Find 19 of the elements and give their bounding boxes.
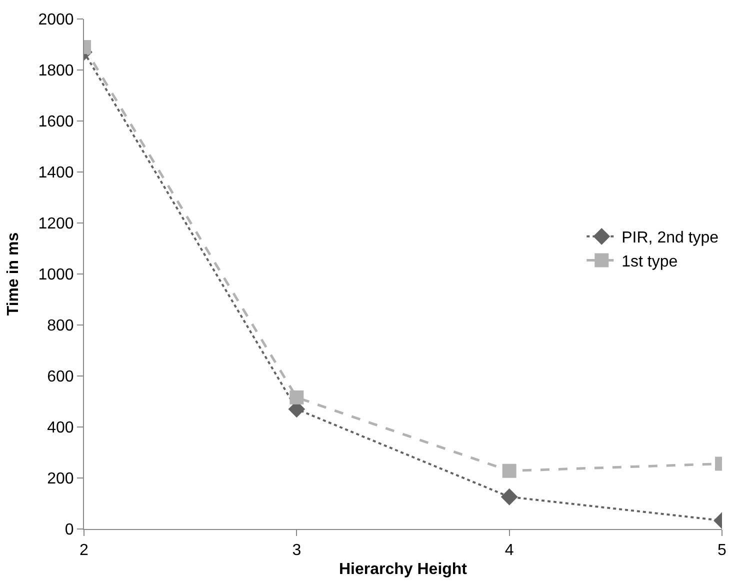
y-axis-title: Time in ms [5, 232, 22, 316]
y-tick-label: 0 [64, 522, 74, 539]
x-tick-label: 3 [292, 542, 302, 560]
y-tick-label: 1200 [38, 216, 74, 233]
x-tick-label: 5 [718, 542, 727, 560]
legend-label: 1st type [622, 253, 678, 270]
y-tick-label: 1000 [38, 266, 74, 284]
x-tick-label: 4 [504, 542, 514, 560]
y-tick-label: 800 [47, 318, 74, 335]
y-tick-label: 200 [47, 470, 74, 488]
y-tick-label: 1600 [38, 114, 74, 131]
y-tick-label: 400 [47, 420, 74, 437]
x-tick-label: 2 [80, 542, 89, 560]
y-tick-label: 1800 [38, 62, 74, 80]
y-tick-label: 1400 [38, 164, 74, 182]
legend-label: PIR, 2nd type [622, 230, 719, 247]
x-axis-title: Hierarchy Height [338, 560, 468, 578]
y-tick-label: 2000 [38, 12, 74, 29]
y-tick-label: 600 [47, 368, 74, 386]
